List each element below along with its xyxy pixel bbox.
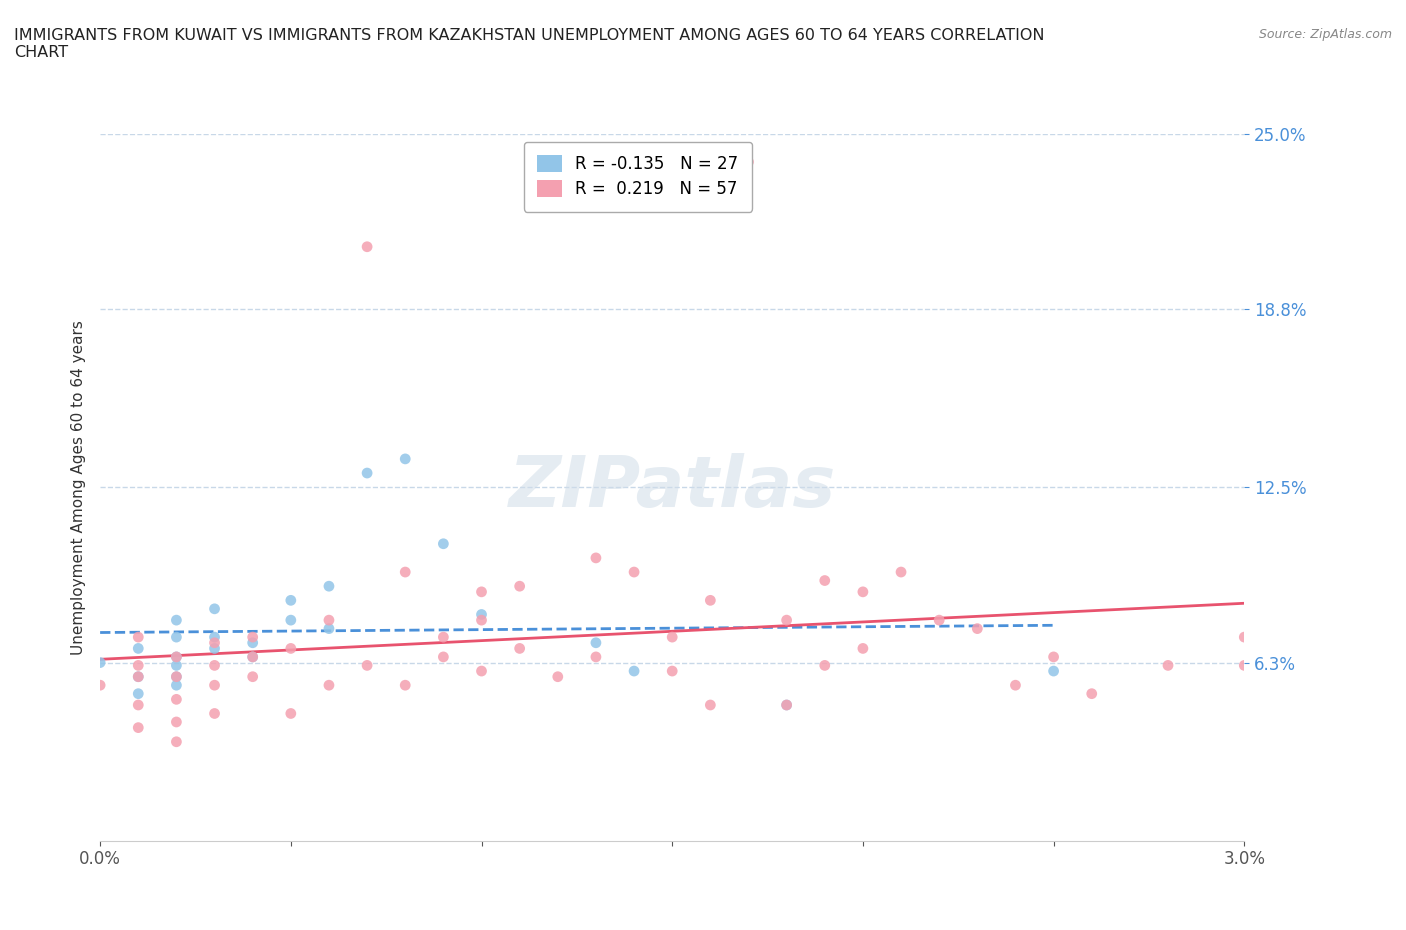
Point	[1233, 630, 1256, 644]
Point	[127, 658, 149, 672]
Point	[204, 678, 226, 693]
Point	[394, 565, 416, 579]
Point	[165, 613, 187, 628]
Point	[470, 613, 492, 628]
Text: Source: ZipAtlas.com: Source: ZipAtlas.com	[1258, 28, 1392, 41]
Point	[699, 698, 721, 712]
Point	[127, 670, 149, 684]
Point	[127, 641, 149, 656]
Point	[1042, 664, 1064, 679]
Point	[509, 578, 531, 593]
Point	[699, 593, 721, 608]
Point	[165, 649, 187, 664]
Point	[89, 655, 111, 670]
Point	[509, 641, 531, 656]
Point	[318, 678, 340, 693]
Point	[775, 698, 797, 712]
Point	[318, 613, 340, 628]
Point	[432, 649, 454, 664]
Point	[470, 664, 492, 679]
Point	[1004, 678, 1026, 693]
Y-axis label: Unemployment Among Ages 60 to 64 years: Unemployment Among Ages 60 to 64 years	[72, 320, 86, 655]
Point	[165, 670, 187, 684]
Point	[127, 698, 149, 712]
Point	[470, 607, 492, 622]
Point	[432, 630, 454, 644]
Point	[242, 649, 264, 664]
Point	[165, 714, 187, 729]
Point	[775, 698, 797, 712]
Point	[242, 649, 264, 664]
Point	[89, 678, 111, 693]
Point	[165, 649, 187, 664]
Point	[775, 613, 797, 628]
Point	[356, 239, 378, 254]
Point	[204, 630, 226, 644]
Point	[585, 635, 607, 650]
Point	[280, 613, 302, 628]
Point	[661, 630, 683, 644]
Point	[242, 630, 264, 644]
Point	[394, 678, 416, 693]
Point	[318, 578, 340, 593]
Point	[165, 735, 187, 750]
Point	[165, 670, 187, 684]
Point	[165, 658, 187, 672]
Text: IMMIGRANTS FROM KUWAIT VS IMMIGRANTS FROM KAZAKHSTAN UNEMPLOYMENT AMONG AGES 60 : IMMIGRANTS FROM KUWAIT VS IMMIGRANTS FRO…	[14, 28, 1045, 60]
Point	[127, 686, 149, 701]
Point	[623, 565, 645, 579]
Point	[204, 641, 226, 656]
Legend: R = -0.135   N = 27, R =  0.219   N = 57: R = -0.135 N = 27, R = 0.219 N = 57	[524, 142, 752, 212]
Point	[356, 466, 378, 481]
Point	[432, 537, 454, 551]
Point	[280, 641, 302, 656]
Point	[1080, 686, 1102, 701]
Point	[127, 670, 149, 684]
Point	[204, 706, 226, 721]
Point	[165, 678, 187, 693]
Point	[852, 641, 875, 656]
Point	[356, 658, 378, 672]
Point	[280, 706, 302, 721]
Point	[165, 630, 187, 644]
Point	[127, 630, 149, 644]
Point	[966, 621, 988, 636]
Point	[318, 621, 340, 636]
Point	[737, 154, 759, 169]
Point	[242, 670, 264, 684]
Point	[928, 613, 950, 628]
Point	[547, 670, 569, 684]
Point	[204, 658, 226, 672]
Point	[127, 720, 149, 735]
Point	[814, 573, 837, 588]
Point	[852, 584, 875, 599]
Point	[1042, 649, 1064, 664]
Point	[661, 664, 683, 679]
Point	[165, 692, 187, 707]
Point	[1233, 658, 1256, 672]
Point	[394, 451, 416, 466]
Point	[585, 551, 607, 565]
Point	[242, 635, 264, 650]
Point	[890, 565, 912, 579]
Point	[204, 635, 226, 650]
Text: ZIPatlas: ZIPatlas	[509, 453, 837, 522]
Point	[204, 602, 226, 617]
Point	[1157, 658, 1180, 672]
Point	[623, 664, 645, 679]
Point	[585, 649, 607, 664]
Point	[280, 593, 302, 608]
Point	[814, 658, 837, 672]
Point	[470, 584, 492, 599]
